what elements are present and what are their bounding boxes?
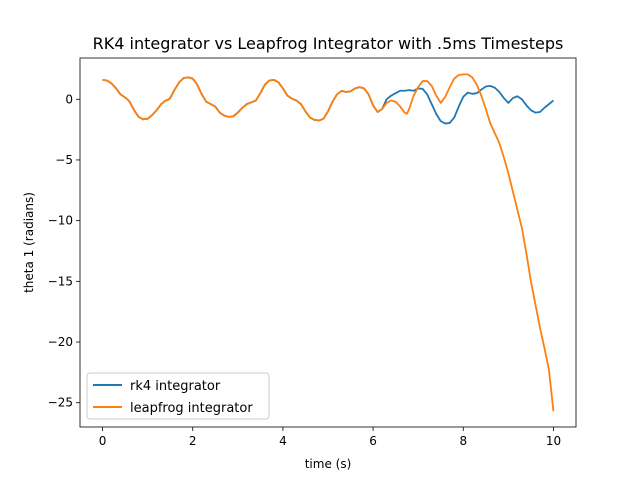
y-tick-label: −5 bbox=[55, 153, 73, 167]
legend-box bbox=[86, 372, 270, 420]
y-tick-label: −10 bbox=[48, 214, 73, 228]
x-tick-label: 4 bbox=[279, 434, 287, 448]
y-tick-label: −25 bbox=[48, 396, 73, 410]
x-tick-label: 6 bbox=[369, 434, 377, 448]
legend-label-leapfrog: leapfrog integrator bbox=[130, 401, 253, 416]
y-axis-label: theta 1 (radians) bbox=[22, 192, 36, 293]
plot-area bbox=[79, 57, 577, 428]
x-tick-label: 0 bbox=[99, 434, 107, 448]
x-axis-label: time (s) bbox=[305, 457, 352, 471]
legend: rk4 integrator leapfrog integrator bbox=[86, 372, 270, 420]
x-axis: 0 2 4 6 8 10 bbox=[99, 427, 561, 448]
y-axis: 0 −5 −10 −15 −20 −25 bbox=[48, 92, 80, 410]
series-line-leapfrog bbox=[102, 73, 555, 412]
legend-label-rk4: rk4 integrator bbox=[130, 379, 221, 394]
x-tick-label: 2 bbox=[189, 434, 197, 448]
axes-frame bbox=[79, 57, 577, 428]
y-tick-label: −20 bbox=[48, 335, 73, 349]
y-tick-label: −15 bbox=[48, 274, 73, 288]
series-layer bbox=[102, 73, 555, 412]
x-tick-label: 8 bbox=[459, 434, 467, 448]
x-tick-label: 10 bbox=[546, 434, 561, 448]
chart-title: RK4 integrator vs Leapfrog Integrator wi… bbox=[93, 34, 564, 53]
y-tick-label: 0 bbox=[65, 92, 73, 106]
